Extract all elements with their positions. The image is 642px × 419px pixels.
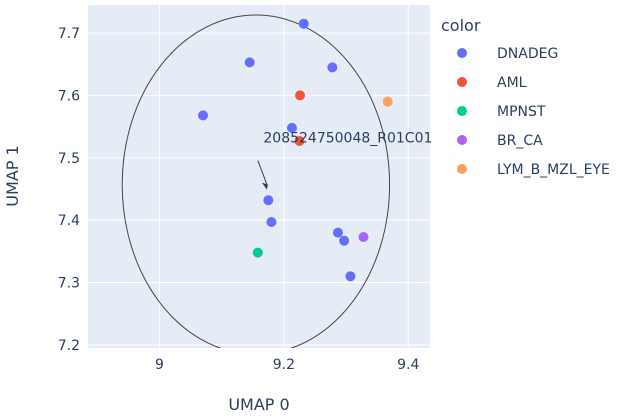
legend-label: BR_CA — [497, 133, 543, 149]
data-point[interactable] — [244, 57, 255, 68]
legend-item[interactable]: BR_CA — [457, 133, 543, 149]
y-axis-title: UMAP 1 — [3, 145, 22, 206]
data-point[interactable] — [382, 96, 393, 107]
legend-marker — [457, 48, 467, 58]
legend-item[interactable]: MPNST — [457, 104, 546, 120]
y-tick-label: 7.7 — [58, 26, 80, 42]
legend-item[interactable]: AML — [457, 75, 527, 91]
y-tick-label: 7.6 — [58, 88, 80, 104]
grid-lines — [88, 5, 430, 348]
legend-marker — [457, 77, 467, 87]
x-tick-labels: 9 9.2 9.4 — [155, 357, 419, 373]
legend-item[interactable]: DNADEG — [457, 46, 558, 62]
highlight-circle — [121, 14, 391, 348]
legend[interactable]: color DNADEG AML MPNST BR_CA LYM_B_MZL_EYE — [441, 16, 610, 178]
legend-item[interactable]: LYM_B_MZL_EYE — [457, 162, 610, 178]
legend-label: MPNST — [497, 104, 546, 120]
data-point[interactable] — [266, 217, 277, 228]
legend-marker — [457, 135, 467, 145]
data-point[interactable] — [339, 235, 350, 246]
y-tick-labels: 7.2 7.3 7.4 7.5 7.6 7.7 — [58, 26, 80, 354]
legend-marker — [457, 164, 467, 174]
data-point[interactable] — [286, 122, 297, 133]
data-point[interactable] — [294, 135, 305, 146]
legend-label: AML — [497, 75, 527, 91]
x-tick-label: 9 — [155, 357, 164, 373]
plot-area — [88, 5, 430, 348]
circle-annotation-layer — [121, 14, 391, 348]
data-points — [198, 18, 393, 282]
x-tick-label: 9.2 — [273, 357, 295, 373]
data-point[interactable] — [327, 62, 338, 73]
data-point[interactable] — [298, 18, 309, 29]
annotation-label: 208524750048_R01C01 — [263, 131, 432, 147]
y-tick-label: 7.3 — [58, 276, 80, 292]
data-point[interactable] — [252, 247, 263, 258]
point-annotation: 208524750048_R01C01 — [257, 131, 432, 190]
y-tick-label: 7.5 — [58, 151, 80, 167]
x-axis-title: UMAP 0 — [228, 395, 289, 414]
data-point[interactable] — [263, 195, 274, 206]
y-tick-label: 7.2 — [58, 338, 80, 354]
data-point[interactable] — [345, 271, 356, 282]
y-tick-label: 7.4 — [58, 213, 80, 229]
data-point[interactable] — [198, 110, 209, 121]
legend-label: DNADEG — [497, 46, 558, 62]
data-point[interactable] — [295, 90, 306, 101]
annotation-arrow-head — [261, 182, 268, 190]
legend-label: LYM_B_MZL_EYE — [497, 162, 610, 178]
legend-marker — [457, 106, 467, 116]
data-point[interactable] — [358, 231, 369, 242]
annotation-arrow-line — [257, 160, 268, 185]
x-tick-label: 9.4 — [397, 357, 419, 373]
legend-title: color — [441, 16, 481, 35]
data-point[interactable] — [332, 227, 343, 238]
